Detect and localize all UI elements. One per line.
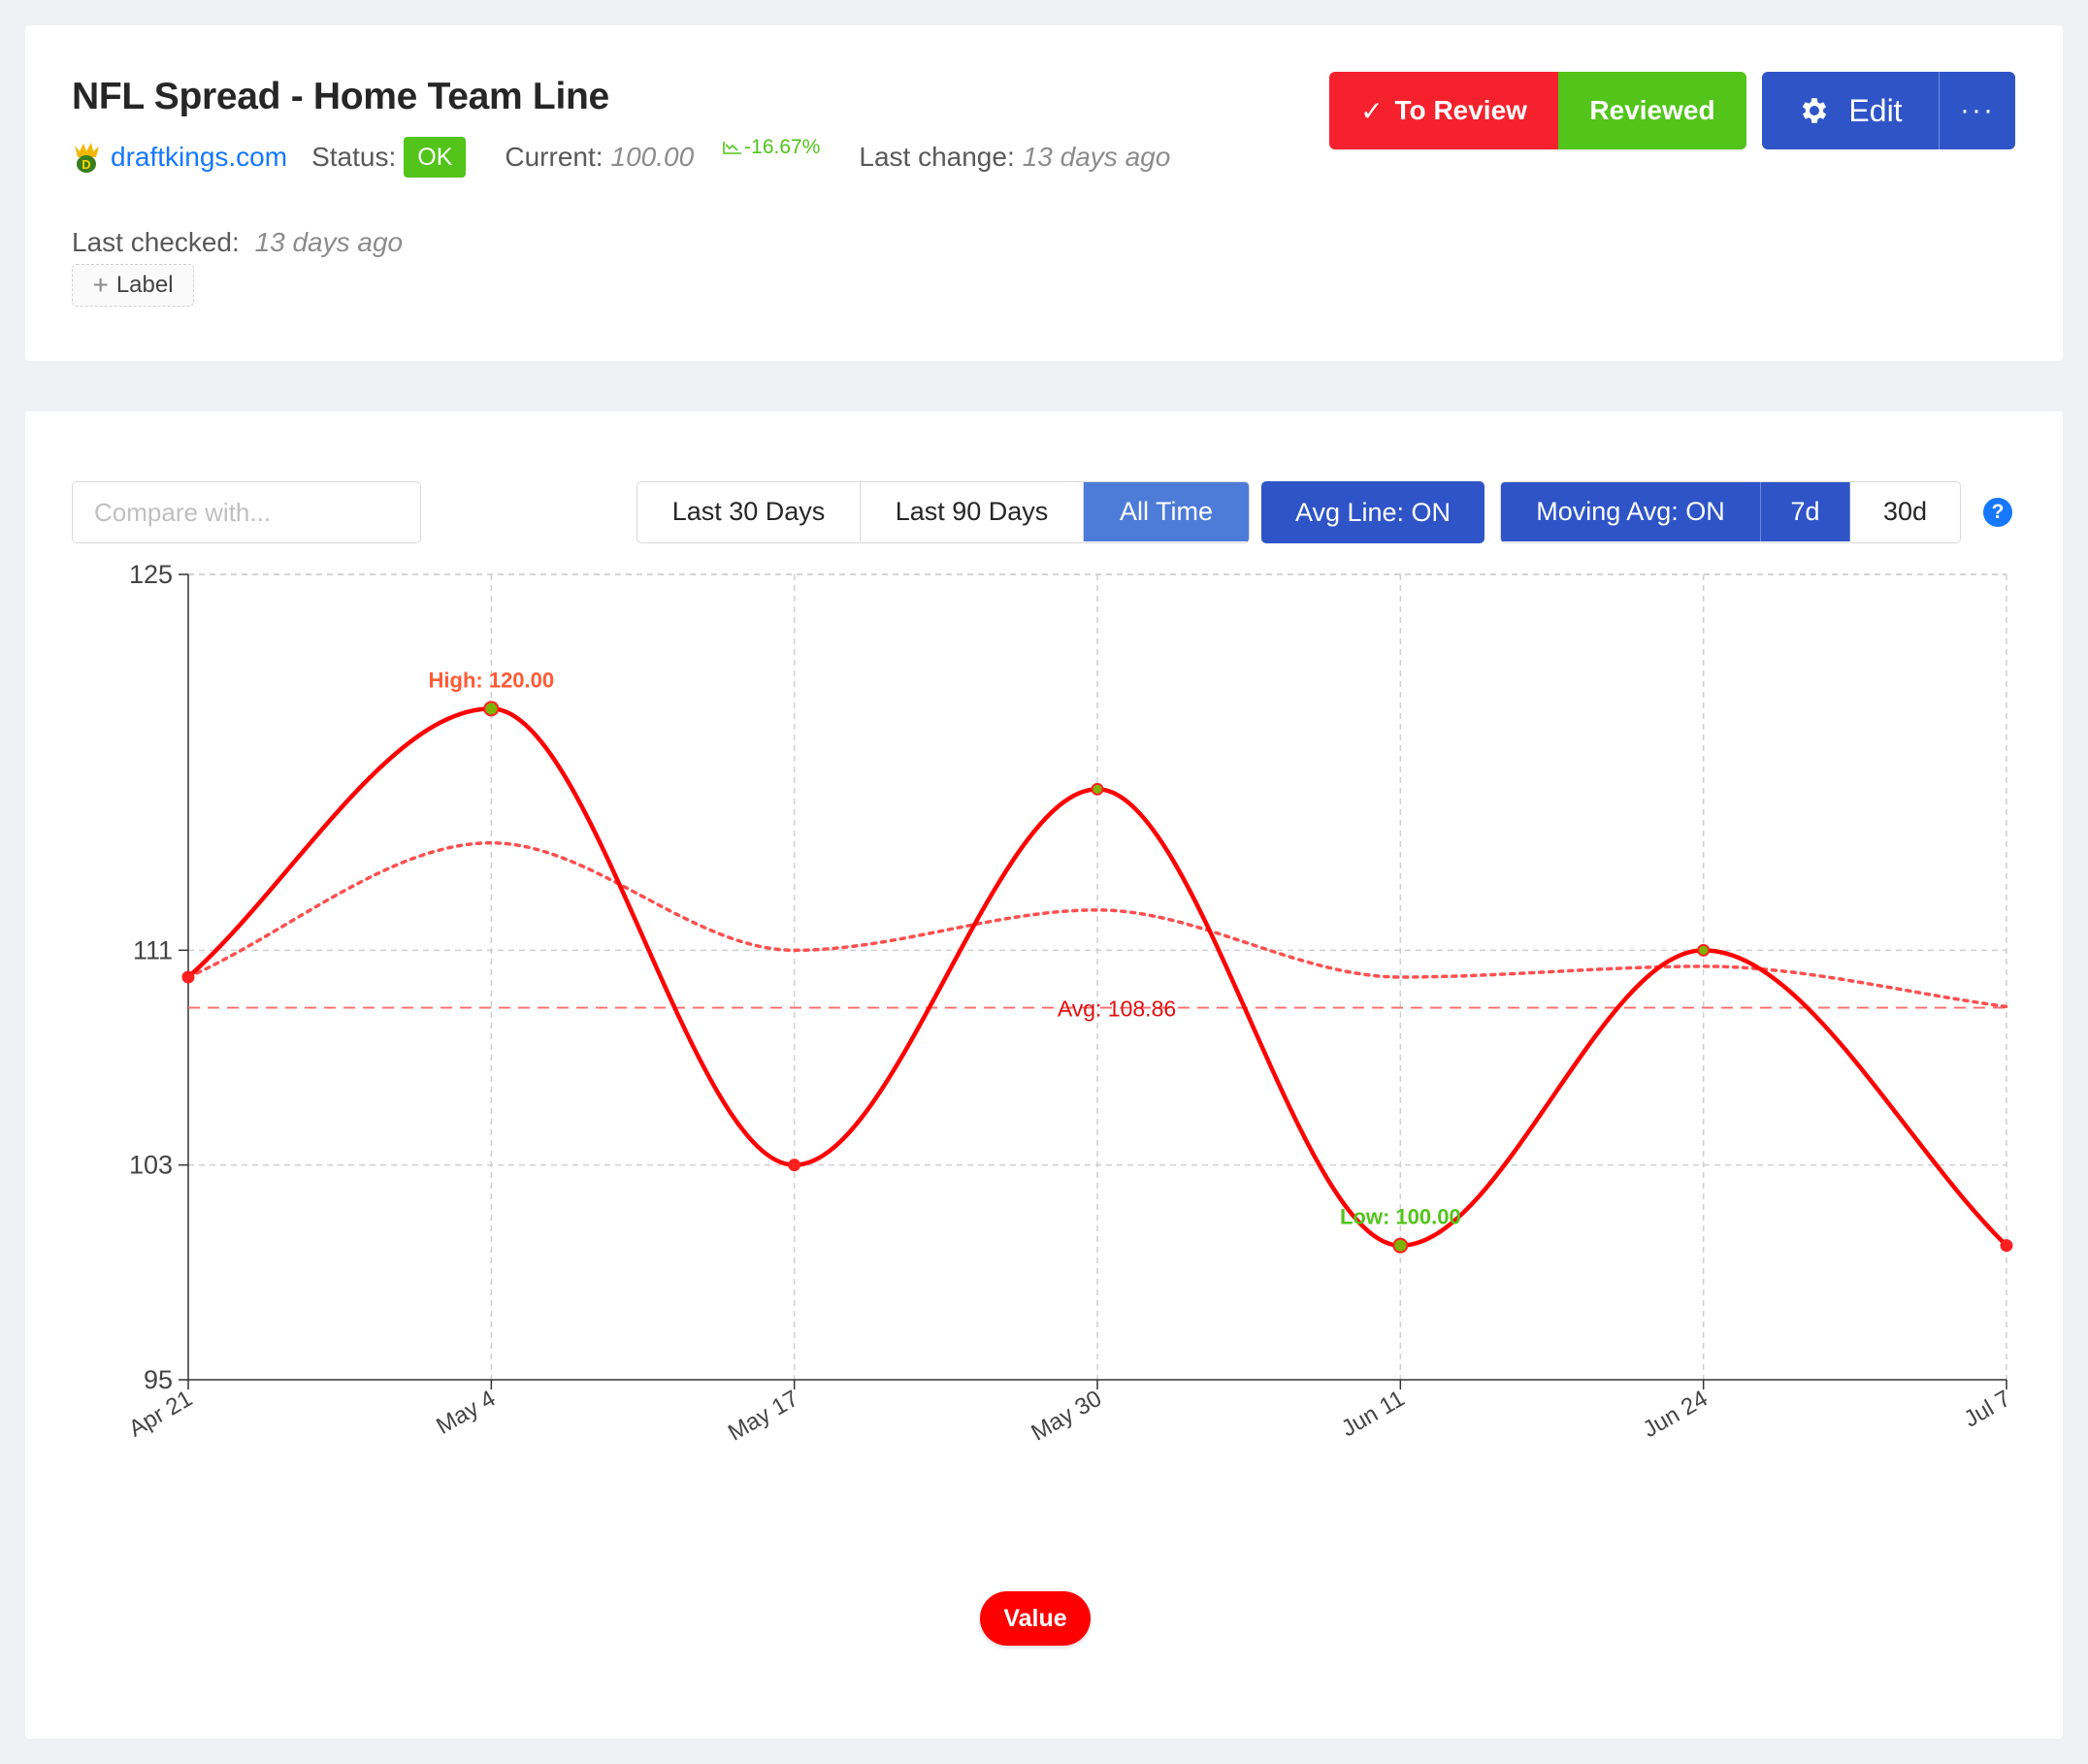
last-change-label: Last change: [859, 142, 1015, 172]
edit-button[interactable]: Edit [1762, 72, 1940, 149]
data-point [1392, 1237, 1409, 1254]
current-value: 100.00 [610, 142, 695, 172]
y-tick-label: 111 [133, 935, 173, 964]
edit-label: Edit [1848, 92, 1903, 128]
svg-text:D: D [82, 157, 90, 172]
legend-item-value[interactable]: Value [980, 1591, 1091, 1646]
chart-card: Last 30 Days Last 90 Days All Time Avg L… [25, 411, 2063, 1739]
y-tick-label: 103 [129, 1151, 173, 1180]
data-point [2000, 1239, 2013, 1253]
x-tick-label: Jun 11 [1337, 1386, 1409, 1443]
x-tick-label: May 30 [1027, 1386, 1106, 1447]
high-label: High: 120.00 [429, 668, 555, 692]
ma-window-7d-button[interactable]: 7d [1761, 482, 1850, 541]
ma-window-30d-button[interactable]: 30d [1850, 482, 1960, 541]
low-label: Low: 100.00 [1340, 1205, 1461, 1229]
review-toggle-group: ✓ To Review Reviewed [1329, 72, 1746, 149]
to-review-label: To Review [1394, 95, 1527, 125]
average-label: Avg: 108.86 [1058, 996, 1176, 1022]
to-review-button[interactable]: ✓ To Review [1329, 72, 1558, 149]
add-label-text: Label [115, 272, 174, 298]
help-icon[interactable]: ? [1983, 498, 2012, 527]
reviewed-button[interactable]: Reviewed [1558, 72, 1746, 149]
data-point [1091, 782, 1104, 796]
draftkings-logo-icon: D [75, 143, 99, 173]
edit-button-group: Edit ··· [1762, 72, 2015, 149]
plus-icon: + [92, 270, 109, 300]
change-percent: -16.67% [744, 136, 821, 158]
change-indicator: -16.67% [723, 136, 820, 159]
last-checked-label: Last checked: [72, 227, 240, 257]
page-title: NFL Spread - Home Team Line [72, 76, 609, 117]
add-label-button[interactable]: + Label [72, 264, 194, 307]
x-tick-label: Jul 7 [1960, 1386, 2015, 1433]
data-point [788, 1159, 801, 1172]
gear-icon [1803, 98, 1827, 123]
y-tick-label: 95 [144, 1365, 173, 1394]
checkmark-icon: ✓ [1360, 95, 1384, 126]
x-tick-label: May 17 [724, 1386, 803, 1447]
more-options-button[interactable]: ··· [1940, 72, 2015, 149]
last-checked-value: 13 days ago [254, 227, 404, 257]
range-selector: Last 30 Days Last 90 Days All Time [636, 481, 1250, 543]
x-tick-label: Jun 24 [1639, 1386, 1713, 1443]
meta-row: D draftkings.com Status: OK Current: 100… [72, 134, 1170, 180]
y-tick-label: 125 [129, 560, 173, 589]
site-link[interactable]: draftkings.com [111, 142, 288, 172]
data-point [483, 701, 500, 717]
last-checked-row: Last checked: 13 days ago [72, 227, 403, 258]
data-point [1697, 943, 1711, 957]
status-label: Status: [311, 142, 397, 172]
x-tick-label: May 4 [432, 1386, 500, 1440]
status-badge: OK [404, 137, 467, 178]
trend-down-icon [723, 142, 742, 154]
last-change-value: 13 days ago [1022, 142, 1171, 172]
avg-line-toggle[interactable]: Avg Line: ON [1261, 481, 1484, 543]
moving-avg-group: Moving Avg: ON 7d 30d [1500, 481, 1961, 543]
range-all-time-button[interactable]: All Time [1084, 482, 1249, 541]
data-point [181, 970, 195, 984]
current-label: Current: [505, 142, 604, 172]
moving-average-line [186, 840, 2008, 1009]
range-30-days-button[interactable]: Last 30 Days [637, 482, 861, 541]
range-90-days-button[interactable]: Last 90 Days [861, 482, 1084, 541]
compare-input[interactable] [72, 481, 421, 543]
monitor-header-card: NFL Spread - Home Team Line D draftkings… [25, 25, 2063, 361]
moving-avg-toggle[interactable]: Moving Avg: ON [1501, 482, 1761, 541]
